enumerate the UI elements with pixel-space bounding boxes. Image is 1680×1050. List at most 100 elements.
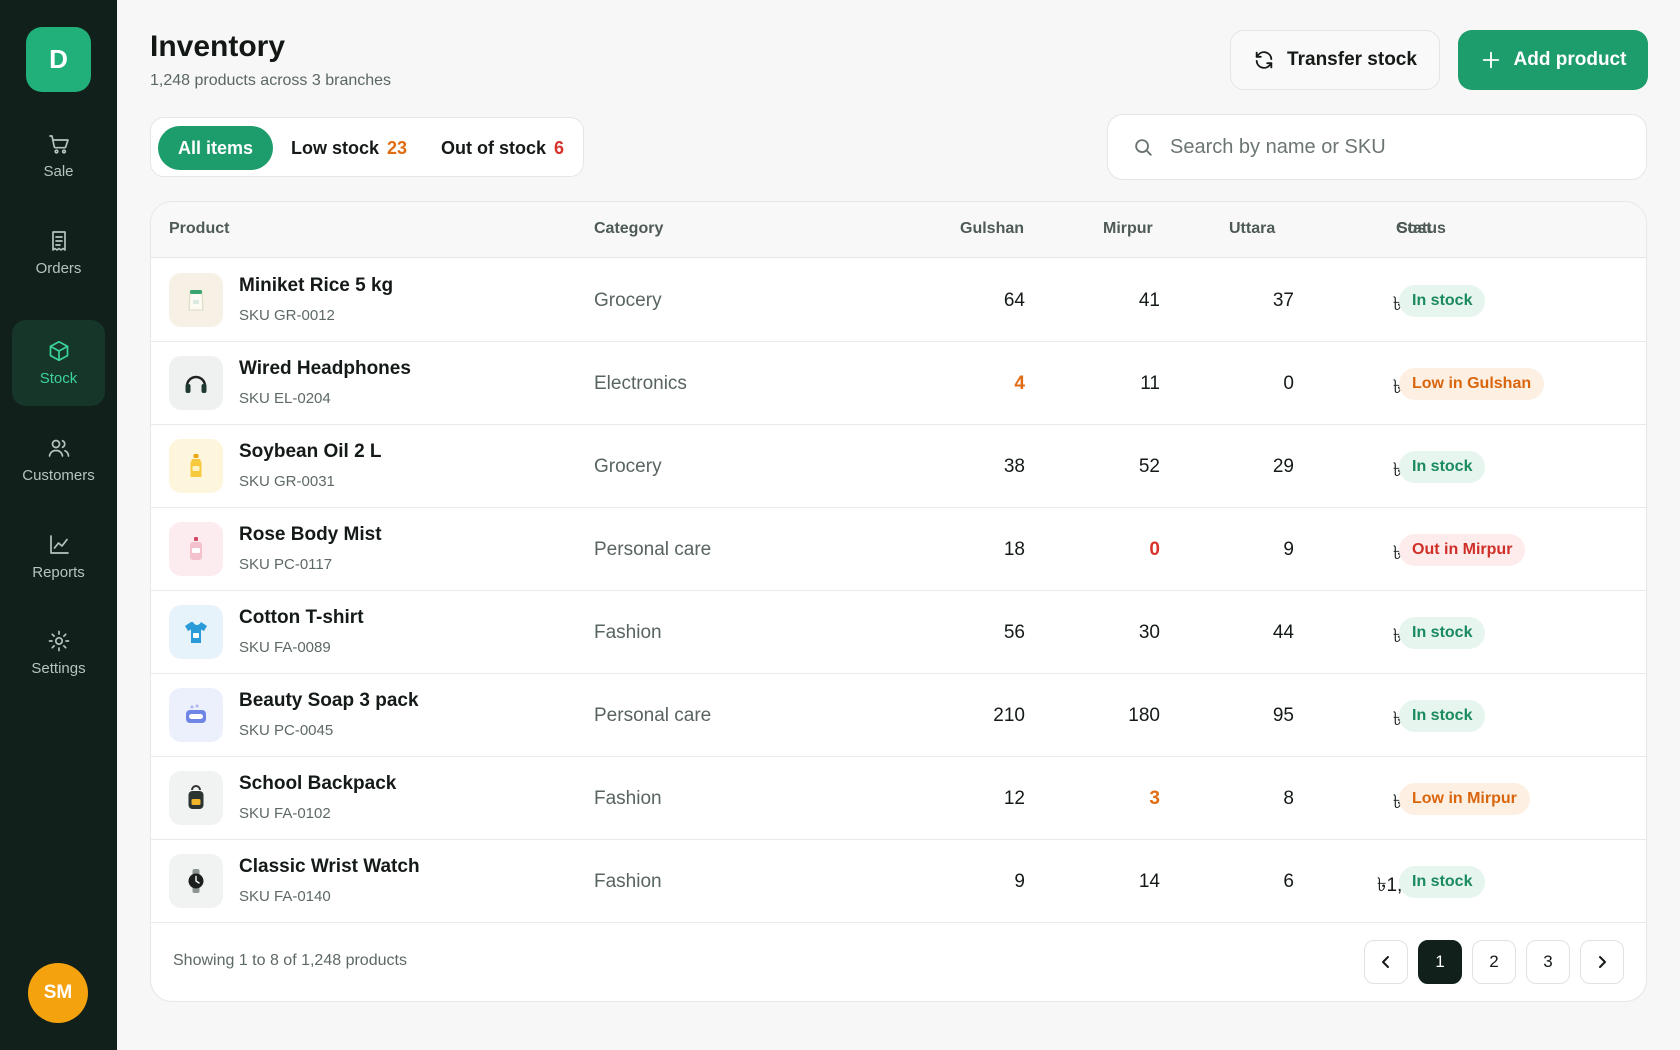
filter-tabs: All items Low stock 23 Out of stock 6 — [150, 117, 584, 177]
transfer-stock-label: Transfer stock — [1287, 49, 1417, 70]
product-category: Fashion — [594, 871, 662, 892]
tab-label: All items — [178, 137, 254, 158]
search-input[interactable] — [1170, 135, 1610, 159]
table-row[interactable]: Beauty Soap 3 pack SKU PC-0045 Personal … — [151, 674, 1646, 757]
table-row[interactable]: Miniket Rice 5 kg SKU GR-0012 Grocery 64… — [151, 259, 1646, 342]
chart-icon — [49, 535, 69, 554]
sidebar-item-label: Sale — [43, 163, 74, 180]
product-sku: SKU GR-0012 — [239, 307, 335, 324]
add-product-button[interactable]: Add product — [1458, 30, 1648, 90]
stock-gulshan: 210 — [993, 705, 1025, 726]
status-badge: In stock — [1399, 451, 1486, 483]
product-name: Wired Headphones — [239, 358, 411, 379]
tab-label: Low stock — [291, 137, 380, 158]
product-category: Fashion — [594, 622, 662, 643]
chevron-left-icon — [1382, 956, 1389, 968]
product-sku: SKU EL-0204 — [239, 390, 331, 407]
plus-icon — [1482, 51, 1499, 69]
inventory-table: Product Category Gulshan Mirpur Uttara C… — [150, 201, 1647, 1002]
sidebar-item-orders[interactable]: Orders — [12, 210, 105, 296]
tab-count-badge: 6 — [554, 137, 565, 158]
sidebar-item-label: Orders — [35, 260, 82, 277]
product-category: Electronics — [594, 373, 687, 394]
status-badge: In stock — [1399, 285, 1486, 317]
tab-out-of-stock[interactable]: Out of stock 6 — [441, 126, 564, 170]
sidebar-item-sale[interactable]: Sale — [12, 113, 105, 199]
stock-gulshan: 12 — [1003, 788, 1025, 809]
product-name: Cotton T-shirt — [239, 607, 364, 628]
tshirt-icon — [169, 605, 223, 659]
watch-icon — [169, 854, 223, 908]
column-header-cost[interactable]: Cost — [1396, 220, 1432, 237]
product-sku: SKU FA-0140 — [239, 888, 331, 905]
stock-mirpur: 30 — [1138, 622, 1160, 643]
stock-mirpur: 0 — [1149, 539, 1160, 560]
stock-mirpur: 180 — [1128, 705, 1160, 726]
stock-uttara: 6 — [1283, 871, 1294, 892]
search-icon — [1135, 139, 1152, 156]
product-category: Grocery — [594, 290, 662, 311]
column-header-mirpur[interactable]: Mirpur — [1103, 220, 1153, 237]
sidebar-item-settings[interactable]: Settings — [12, 610, 105, 696]
product-category: Grocery — [594, 456, 662, 477]
product-category: Personal care — [594, 539, 712, 560]
add-product-label: Add product — [1513, 49, 1627, 70]
table-row[interactable]: School Backpack SKU FA-0102 Fashion 12 3… — [151, 757, 1646, 840]
table-header: Product Category Gulshan Mirpur Uttara C… — [151, 202, 1646, 258]
cart-icon — [48, 135, 69, 154]
sidebar-item-customers[interactable]: Customers — [12, 417, 105, 503]
table-row[interactable]: Soybean Oil 2 L SKU GR-0031 Grocery 38 5… — [151, 425, 1646, 508]
sidebar-item-label: Stock — [39, 370, 78, 387]
product-sku: SKU FA-0102 — [239, 805, 331, 822]
tab-label: Out of stock — [441, 137, 547, 158]
avatar[interactable]: SM — [28, 963, 88, 1023]
tab-all-items[interactable]: All items — [158, 126, 274, 170]
stock-mirpur: 3 — [1149, 788, 1160, 809]
stock-gulshan: 64 — [1003, 290, 1025, 311]
soap-icon — [169, 688, 223, 742]
sidebar-item-label: Customers — [22, 467, 95, 484]
page-button-2[interactable]: 2 — [1472, 940, 1516, 984]
backpack-icon — [169, 771, 223, 825]
column-header-uttara[interactable]: Uttara — [1229, 220, 1276, 237]
refresh-icon — [1255, 51, 1273, 69]
brand-logo[interactable]: D — [26, 27, 91, 92]
sidebar-item-stock[interactable]: Stock — [12, 320, 105, 406]
stock-mirpur: 11 — [1140, 373, 1160, 394]
table-row[interactable]: Cotton T-shirt SKU FA-0089 Fashion 56 30… — [151, 591, 1646, 674]
page-button-3[interactable]: 3 — [1526, 940, 1570, 984]
stock-mirpur: 14 — [1138, 871, 1160, 892]
stock-gulshan: 18 — [1003, 539, 1025, 560]
stock-gulshan: 9 — [1014, 871, 1025, 892]
stock-uttara: 44 — [1272, 622, 1294, 643]
sidebar-item-reports[interactable]: Reports — [12, 514, 105, 600]
stock-uttara: 37 — [1272, 290, 1294, 311]
stock-uttara: 8 — [1283, 788, 1294, 809]
table-row[interactable]: Wired Headphones SKU EL-0204 Electronics… — [151, 342, 1646, 425]
table-row[interactable]: Classic Wrist Watch SKU FA-0140 Fashion … — [151, 840, 1646, 923]
status-badge: Low in Gulshan — [1399, 368, 1545, 400]
column-header-status[interactable]: Status — [1397, 220, 1446, 237]
page-button-1[interactable]: 1 — [1418, 940, 1462, 984]
column-header-gulshan[interactable]: Gulshan — [960, 220, 1025, 237]
next-page-button[interactable] — [1580, 940, 1624, 984]
stock-uttara: 0 — [1283, 373, 1294, 394]
transfer-stock-button[interactable]: Transfer stock — [1230, 30, 1440, 90]
search-box — [1107, 114, 1647, 180]
prev-page-button[interactable] — [1364, 940, 1408, 984]
users-icon — [48, 439, 69, 457]
table-row[interactable]: Rose Body Mist SKU PC-0117 Personal care… — [151, 508, 1646, 591]
product-name: Miniket Rice 5 kg — [239, 275, 394, 296]
column-header-product[interactable]: Product — [169, 220, 230, 237]
chevron-right-icon — [1599, 956, 1606, 968]
headphones-icon — [169, 356, 223, 410]
stock-uttara: 29 — [1272, 456, 1294, 477]
status-badge: Low in Mirpur — [1399, 783, 1530, 815]
sidebar: D Sale Orders Stock Customers Reports Se… — [0, 0, 117, 1050]
stock-gulshan: 56 — [1003, 622, 1025, 643]
status-badge: In stock — [1399, 866, 1486, 898]
tab-low-stock[interactable]: Low stock 23 — [291, 126, 407, 170]
product-name: Rose Body Mist — [239, 524, 382, 545]
column-header-category[interactable]: Category — [594, 220, 664, 237]
stock-mirpur: 52 — [1138, 456, 1160, 477]
